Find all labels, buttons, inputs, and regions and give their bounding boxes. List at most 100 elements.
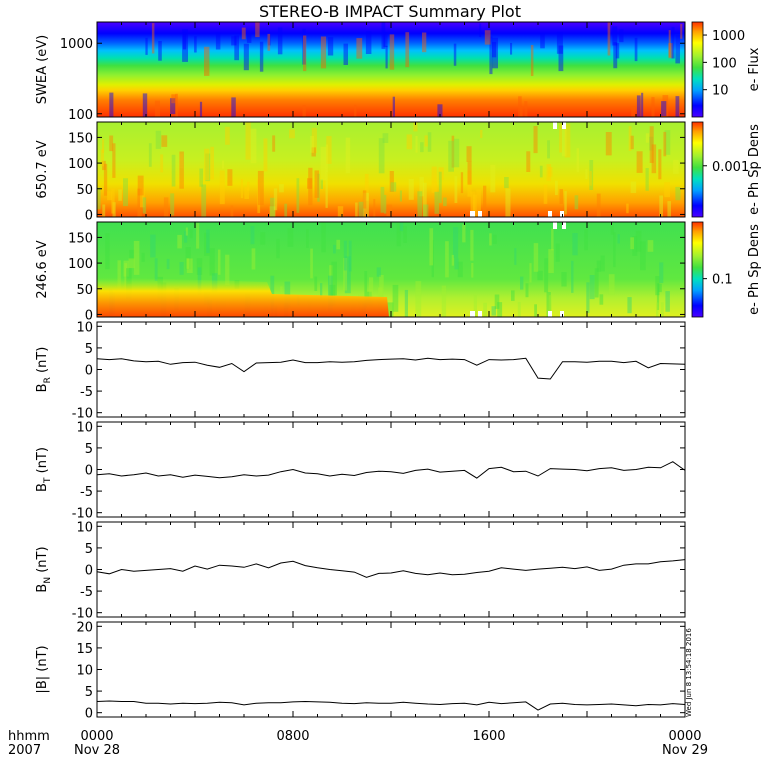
heatmap-cell bbox=[540, 33, 545, 49]
heatmap-cell bbox=[610, 222, 614, 235]
heatmap-cell bbox=[310, 135, 315, 153]
heatmap-cell bbox=[659, 195, 663, 217]
heatmap-cell bbox=[231, 36, 237, 46]
heatmap-cell bbox=[383, 31, 388, 48]
y-tick-label: 10 bbox=[76, 664, 93, 679]
heatmap-cell bbox=[345, 137, 351, 174]
heatmap-cell bbox=[558, 45, 564, 72]
heatmap-cell bbox=[438, 167, 444, 180]
colorbar-pad_246: 0.1 e- Ph Sp Dens bbox=[691, 221, 762, 318]
heatmap-cell bbox=[389, 34, 395, 70]
heatmap-cell bbox=[443, 197, 447, 207]
heatmap-texture bbox=[97, 122, 681, 217]
heatmap-cell bbox=[534, 304, 537, 317]
heatmap-cell bbox=[206, 229, 210, 254]
heatmap-cell bbox=[649, 126, 654, 163]
heatmap-cell bbox=[572, 233, 578, 256]
y-tick-label: 0 bbox=[85, 308, 93, 323]
heatmap-cell bbox=[651, 144, 657, 174]
heatmap-cell bbox=[311, 147, 316, 157]
heatmap-cell bbox=[476, 189, 481, 217]
heatmap-cell bbox=[196, 258, 203, 275]
y-tick-label: 0 bbox=[85, 564, 93, 579]
heatmap-cell bbox=[343, 257, 348, 291]
heatmap-cell bbox=[585, 169, 588, 180]
heatmap-cell bbox=[185, 227, 188, 236]
heatmap-cell bbox=[480, 130, 483, 139]
heatmap-cell bbox=[574, 195, 579, 210]
heatmap-cell bbox=[103, 163, 108, 196]
heatmap-cell bbox=[154, 100, 160, 117]
heatmap-fill bbox=[97, 122, 685, 217]
heatmap-cell bbox=[559, 123, 562, 153]
heatmap-cell bbox=[155, 130, 162, 149]
heatmap-cell bbox=[589, 160, 594, 190]
heatmap-cell bbox=[348, 240, 352, 272]
heatmap-cell bbox=[457, 261, 463, 278]
heatmap-cell bbox=[454, 258, 459, 270]
heatmap-cell bbox=[111, 188, 115, 214]
heatmap-cell bbox=[517, 301, 521, 317]
heatmap-cell bbox=[247, 181, 250, 191]
y-tick-label: -10 bbox=[72, 607, 93, 622]
heatmap-cell bbox=[630, 237, 634, 250]
heatmap-cell bbox=[105, 233, 110, 270]
heatmap-cell bbox=[320, 36, 327, 69]
heatmap-cell bbox=[306, 229, 309, 248]
panel-babs: 0 5 10 15 20 |B| (nT) bbox=[35, 620, 686, 722]
heatmap-cell bbox=[492, 41, 497, 58]
series-line-br bbox=[96, 357, 686, 380]
heatmap-cell bbox=[431, 166, 437, 193]
heatmap-cell bbox=[492, 37, 498, 69]
heatmap-cell bbox=[645, 133, 650, 143]
heatmap-cell bbox=[529, 263, 532, 283]
heatmap-cell bbox=[511, 290, 515, 301]
colorbar-tick-label: 1000 bbox=[712, 29, 745, 44]
heatmap-cell bbox=[179, 153, 183, 169]
heatmap-cell bbox=[438, 171, 442, 203]
heatmap-cell bbox=[314, 170, 320, 198]
heatmap-cell bbox=[462, 224, 466, 243]
heatmap-cell bbox=[267, 33, 271, 51]
heatmap-cell bbox=[533, 126, 538, 154]
heatmap-cell bbox=[133, 240, 140, 275]
heatmap-cell bbox=[599, 294, 604, 305]
heatmap-cell bbox=[605, 132, 612, 156]
heatmap-cell bbox=[343, 43, 348, 65]
y-tick-label: -10 bbox=[72, 507, 93, 522]
y-tick-label: 50 bbox=[76, 283, 93, 298]
heatmap-cell bbox=[656, 302, 659, 317]
heatmap-cell bbox=[548, 249, 554, 274]
heatmap-cell bbox=[451, 254, 454, 266]
heatmap-cell bbox=[373, 199, 376, 217]
y-axis-label: BR (nT) bbox=[35, 347, 53, 393]
colorbar-tick-label: 10 bbox=[712, 84, 729, 99]
heatmap-cell bbox=[596, 260, 601, 272]
panel-bt: -10 -5 0 5 10 BT (nT) bbox=[35, 420, 686, 522]
heatmap-cell bbox=[613, 232, 616, 268]
heatmap-cell bbox=[107, 191, 113, 201]
heatmap-cell bbox=[415, 136, 418, 153]
y-axis-label: 246.6 eV bbox=[35, 240, 50, 298]
colorbar-label: e- Ph Sp Dens bbox=[747, 224, 762, 315]
heatmap-cell bbox=[129, 249, 135, 261]
heatmap-cell bbox=[112, 143, 116, 178]
heatmap-cell bbox=[257, 179, 261, 214]
y-tick-label: 10 bbox=[76, 520, 93, 535]
heatmap-cell bbox=[408, 178, 414, 200]
heatmap-cell bbox=[387, 302, 394, 317]
heatmap-cell bbox=[454, 176, 458, 203]
heatmap-cell bbox=[209, 248, 215, 276]
heatmap-cell bbox=[491, 306, 496, 316]
footer-year: 2007 bbox=[8, 743, 41, 758]
heatmap-cell bbox=[151, 23, 155, 54]
heatmap-cell bbox=[660, 302, 664, 317]
heatmap-cell bbox=[390, 182, 397, 192]
heatmap-cell bbox=[526, 151, 531, 172]
gap-mark bbox=[553, 122, 557, 129]
heatmap-cell bbox=[358, 201, 364, 217]
heatmap-cell bbox=[664, 130, 671, 155]
heatmap-cell bbox=[137, 175, 144, 196]
